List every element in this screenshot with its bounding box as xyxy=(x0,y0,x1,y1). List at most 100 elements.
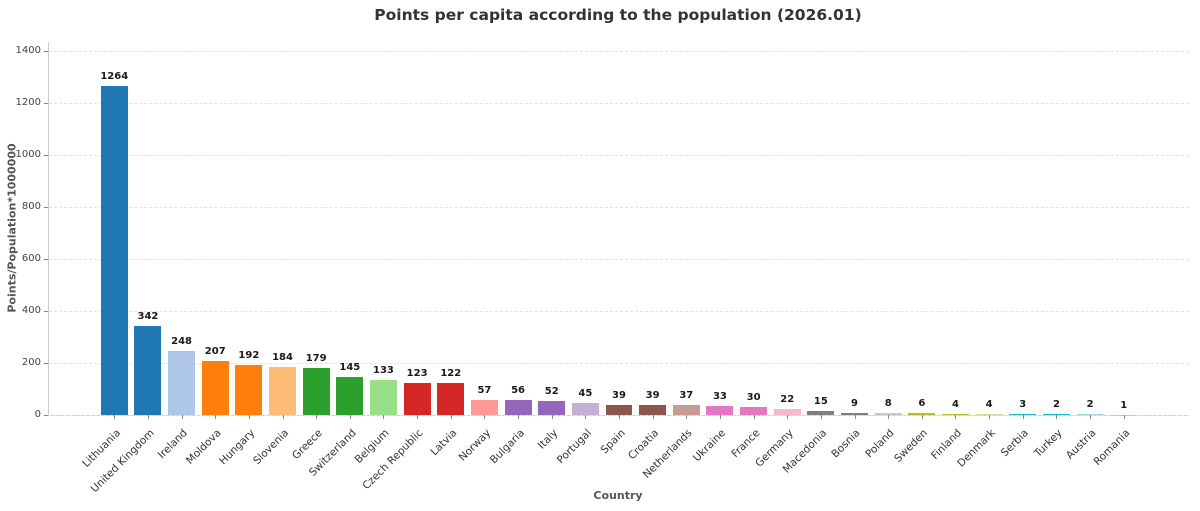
x-tick-mark xyxy=(1056,415,1058,419)
bar-value-label: 6 xyxy=(918,398,926,410)
bar-lithuania xyxy=(100,86,128,415)
x-tick-label: Moldova xyxy=(184,427,224,467)
bar-value-label: 248 xyxy=(171,335,192,347)
bar-bosnia xyxy=(841,412,868,415)
bar-spain xyxy=(605,404,633,415)
bar-value-label: 342 xyxy=(137,311,159,323)
x-tick-label: Hungary xyxy=(217,427,258,468)
x-tick-label: Bulgaria xyxy=(487,427,527,467)
x-tick-label: Turkey xyxy=(1032,427,1065,460)
bar-switzerland xyxy=(336,377,364,415)
bar-macedonia xyxy=(807,411,835,415)
bar-value-label: 39 xyxy=(612,389,626,401)
plot-area: 0 200 400 600 800 1000 1200 1400 1264 Lithuania 34… xyxy=(16,42,1189,495)
x-tick-mark xyxy=(921,415,923,419)
x-axis-label: Country xyxy=(593,489,643,502)
x-tick-mark xyxy=(417,415,419,419)
bar-value-label: 3 xyxy=(1019,399,1027,411)
bar-value-label: 1 xyxy=(1120,399,1128,411)
y-axis-label: Points/Population*1000000 xyxy=(5,143,19,313)
bar-value-label: 33 xyxy=(712,391,727,403)
x-tick-mark xyxy=(450,415,452,419)
bar-value-label: 45 xyxy=(578,388,593,400)
bar-value-label: 52 xyxy=(544,386,559,398)
bar-value-label: 1264 xyxy=(100,71,129,83)
x-tick-mark xyxy=(181,415,183,419)
bar-value-label: 15 xyxy=(813,396,828,408)
bar-value-label: 2 xyxy=(1086,399,1094,411)
bar-austria xyxy=(1076,414,1104,415)
bar-greece xyxy=(302,368,330,415)
x-tick-mark xyxy=(248,415,250,419)
y-tick-mark xyxy=(44,259,48,261)
y-tick-mark xyxy=(44,207,48,209)
bar-turkey xyxy=(1042,414,1070,415)
x-tick-mark xyxy=(1090,415,1092,419)
x-tick-label: Slovenia xyxy=(250,427,292,468)
y-tick-mark xyxy=(44,311,48,313)
bar-value-label: 56 xyxy=(511,385,526,397)
bar-germany xyxy=(773,409,801,415)
bar-czech-republic xyxy=(403,383,431,415)
bar-finland xyxy=(942,413,969,415)
y-gridline xyxy=(49,259,1189,261)
bar-value-label: 207 xyxy=(204,346,226,358)
bar-ireland xyxy=(168,350,196,415)
bar-value-label: 39 xyxy=(645,389,660,401)
bar-value-label: 133 xyxy=(373,365,394,377)
x-tick-mark xyxy=(215,415,217,419)
x-tick-mark xyxy=(518,415,520,419)
y-tick-mark xyxy=(44,363,48,364)
bar-value-label: 22 xyxy=(780,394,795,406)
bar-value-label: 192 xyxy=(238,350,260,362)
bar-bulgaria xyxy=(504,400,532,415)
x-tick-mark xyxy=(888,415,890,419)
bar-poland xyxy=(874,412,902,415)
y-gridline xyxy=(49,103,1189,105)
bar-serbia xyxy=(1009,414,1037,415)
bar-value-label: 145 xyxy=(339,362,361,374)
x-tick-mark xyxy=(955,415,957,419)
y-tick-label: 400 xyxy=(21,305,41,317)
x-tick-mark xyxy=(484,415,486,419)
y-tick-mark xyxy=(44,51,48,53)
x-tick-label: Latvia xyxy=(428,427,460,459)
x-tick-label: Czech Republic xyxy=(360,427,426,493)
chart-title: Points per capita according to the popul… xyxy=(374,6,862,24)
x-tick-label: Serbia xyxy=(999,427,1032,460)
bar-latvia xyxy=(437,383,465,415)
bar-value-label: 123 xyxy=(406,368,428,380)
x-tick-mark xyxy=(349,415,351,419)
x-tick-mark xyxy=(1123,415,1125,419)
bar-value-label: 37 xyxy=(679,390,694,402)
bar-value-label: 9 xyxy=(851,397,859,409)
bar-portugal xyxy=(571,403,599,415)
bar-norway xyxy=(470,400,498,415)
x-tick-label: Spain xyxy=(598,427,628,457)
x-tick-label: Romania xyxy=(1091,427,1133,468)
x-tick-mark xyxy=(854,415,856,419)
y-tick-mark xyxy=(44,155,48,157)
y-tick-label: 1000 xyxy=(15,149,41,161)
y-gridline xyxy=(49,51,1189,53)
x-tick-mark xyxy=(619,415,620,419)
x-tick-mark xyxy=(686,415,688,419)
bar-denmark xyxy=(975,413,1003,415)
bar-value-label: 122 xyxy=(440,368,462,380)
bar-belgium xyxy=(370,380,397,415)
x-tick-mark xyxy=(114,415,116,419)
x-tick-mark xyxy=(551,415,553,419)
x-tick-mark xyxy=(787,415,789,419)
x-tick-mark xyxy=(1022,415,1024,419)
x-tick-mark xyxy=(147,415,149,419)
x-tick-label: Italy xyxy=(535,427,561,452)
y-tick-label: 800 xyxy=(21,201,41,213)
bar-value-label: 8 xyxy=(884,397,892,409)
y-tick-label: 600 xyxy=(21,253,41,265)
bar-italy xyxy=(538,401,566,415)
x-tick-label: Portugal xyxy=(554,427,594,467)
bar-moldova xyxy=(201,361,229,415)
x-tick-label: United Kingdom xyxy=(88,427,157,496)
bar-croatia xyxy=(639,404,667,415)
